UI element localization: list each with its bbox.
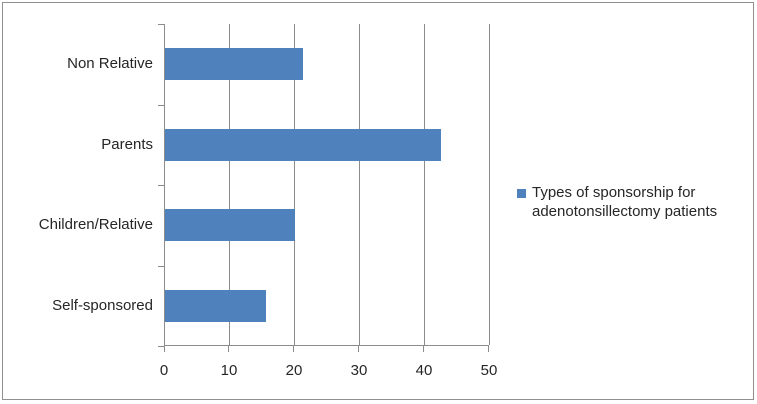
category-label: Non Relative (67, 55, 153, 72)
x-tick-label: 30 (350, 362, 368, 379)
category-axis-tick (158, 24, 164, 25)
gridline (229, 24, 230, 345)
category-axis-tick (158, 346, 164, 347)
bar-parents (165, 129, 441, 161)
x-tick-label: 50 (480, 362, 498, 379)
category-axis-tick (158, 185, 164, 186)
legend-label: Types of sponsorship for adenotonsillect… (532, 184, 718, 220)
category-label: Parents (101, 136, 153, 153)
plot-area (164, 24, 490, 346)
value-axis-tick (293, 346, 294, 352)
x-tick-label: 20 (285, 362, 303, 379)
category-axis-tick (158, 266, 164, 267)
gridline (359, 24, 360, 345)
legend-swatch-icon (517, 189, 526, 198)
bar-children-relative (165, 209, 295, 241)
chart-frame: Non Relative Parents Children/Relative Self… (2, 2, 754, 400)
value-axis-tick (164, 346, 165, 352)
value-axis-tick (228, 346, 229, 352)
category-label: Self-sponsored (52, 297, 153, 314)
value-axis-tick (358, 346, 359, 352)
bar-non-relative (165, 48, 303, 80)
x-tick-label: 10 (220, 362, 238, 379)
bar-self-sponsored (165, 290, 266, 322)
gridline (294, 24, 295, 345)
gridline (424, 24, 425, 345)
category-label: Children/Relative (38, 216, 153, 233)
value-axis-tick (488, 346, 489, 352)
value-axis-tick (423, 346, 424, 352)
category-axis-tick (158, 105, 164, 106)
legend: Types of sponsorship for adenotonsillect… (517, 183, 753, 221)
x-tick-label: 0 (159, 362, 169, 379)
x-tick-label: 40 (415, 362, 433, 379)
gridline (489, 24, 490, 345)
